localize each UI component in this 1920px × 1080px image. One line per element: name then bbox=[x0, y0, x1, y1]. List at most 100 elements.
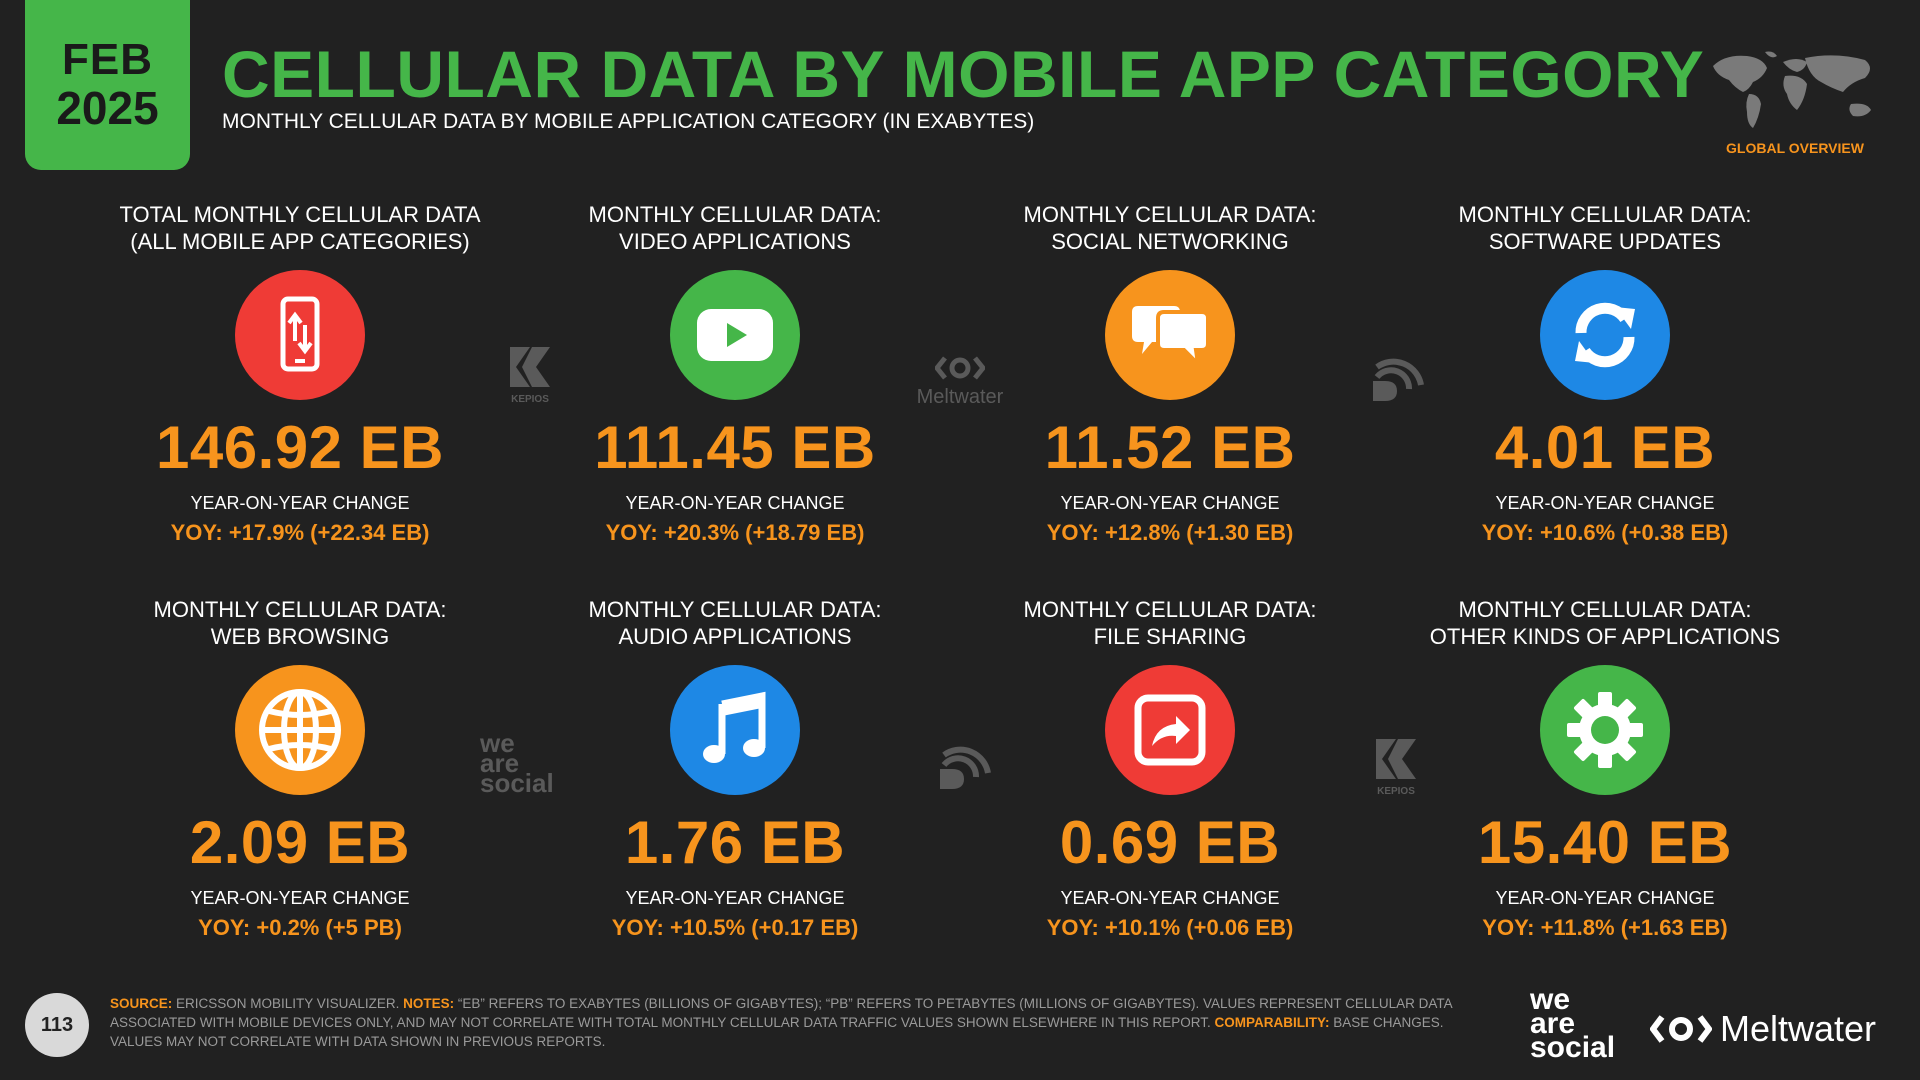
chat-bubbles-icon bbox=[1105, 270, 1235, 400]
card-yoy-label: YEAR-ON-YEAR CHANGE bbox=[1495, 493, 1715, 513]
social-label: social bbox=[480, 768, 554, 798]
card-yoy-label: YEAR-ON-YEAR CHANGE bbox=[190, 888, 410, 908]
brand-social: social bbox=[1530, 1031, 1616, 1064]
gear-icon bbox=[1540, 665, 1670, 795]
date-badge: FEB 2025 bbox=[25, 0, 190, 170]
date-month: FEB bbox=[62, 35, 153, 85]
comparability-text: BASE CHANGES. VALUES MAY NOT CORRELATE W… bbox=[110, 1015, 1444, 1049]
source-label: SOURCE: bbox=[110, 996, 173, 1011]
card-label: MONTHLY CELLULAR DATA: FILE SHARING bbox=[950, 596, 1390, 650]
datareportal-logo-icon bbox=[940, 746, 991, 789]
page-subtitle: MONTHLY CELLULAR DATA BY MOBILE APPLICAT… bbox=[222, 110, 1035, 133]
brand-are: are bbox=[1530, 1007, 1576, 1040]
date-year: 2025 bbox=[56, 81, 159, 134]
card-label: MONTHLY CELLULAR DATA: AUDIO APPLICATION… bbox=[515, 596, 955, 650]
brand-meltwater: Meltwater bbox=[1720, 1008, 1877, 1049]
metric-card-web-browsing: MONTHLY CELLULAR DATA: WEB BROWSING 2.09… bbox=[80, 590, 520, 970]
card-label-line1: MONTHLY CELLULAR DATA: bbox=[1458, 202, 1752, 227]
metric-card-total: TOTAL MONTHLY CELLULAR DATA (ALL MOBILE … bbox=[80, 195, 520, 575]
card-label-line1: MONTHLY CELLULAR DATA: bbox=[1023, 202, 1317, 227]
kepios-label: KEPIOS bbox=[511, 394, 549, 405]
metric-card-audio: MONTHLY CELLULAR DATA: AUDIO APPLICATION… bbox=[515, 590, 955, 970]
card-yoy-label: YEAR-ON-YEAR CHANGE bbox=[190, 493, 410, 513]
card-yoy-change: YOY: +20.3% (+18.79 EB) bbox=[605, 520, 865, 545]
datareportal-watermark bbox=[1368, 345, 1428, 408]
meltwater-label: Meltwater bbox=[916, 386, 1004, 408]
card-label-line1: MONTHLY CELLULAR DATA: bbox=[1458, 597, 1752, 622]
card-value: 0.69 EB bbox=[1059, 809, 1281, 876]
card-label-line1: MONTHLY CELLULAR DATA: bbox=[588, 202, 882, 227]
kepios-watermark-2: KEPIOS bbox=[1366, 737, 1426, 797]
card-yoy-label: YEAR-ON-YEAR CHANGE bbox=[1060, 493, 1280, 513]
world-map-icon bbox=[1713, 51, 1871, 128]
video-play-icon bbox=[670, 270, 800, 400]
we-are-social-watermark: we are social bbox=[480, 728, 570, 798]
card-value: 4.01 EB bbox=[1494, 414, 1716, 481]
card-yoy-change: YOY: +0.2% (+5 PB) bbox=[198, 915, 402, 940]
page-number: 113 bbox=[25, 993, 89, 1057]
kepios-logo-icon bbox=[510, 347, 550, 387]
brand-we: we bbox=[1530, 983, 1571, 1016]
card-yoy-change: YOY: +11.8% (+1.63 EB) bbox=[1482, 915, 1728, 940]
kepios-watermark: KEPIOS bbox=[500, 345, 560, 405]
card-label: MONTHLY CELLULAR DATA: WEB BROWSING bbox=[80, 596, 520, 650]
are-label: are bbox=[480, 748, 520, 778]
we-are-social-logo: we are social bbox=[1530, 983, 1630, 1064]
card-value: 1.76 EB bbox=[624, 809, 846, 876]
share-arrow-icon bbox=[1105, 665, 1235, 795]
source-notes: SOURCE: ERICSSON MOBILITY VISUALIZER. NO… bbox=[110, 994, 1490, 1051]
card-label: MONTHLY CELLULAR DATA: OTHER KINDS OF AP… bbox=[1385, 596, 1825, 650]
datareportal-watermark-2 bbox=[935, 733, 995, 796]
kepios-label: KEPIOS bbox=[1377, 786, 1415, 797]
card-label: MONTHLY CELLULAR DATA: SOCIAL NETWORKING bbox=[950, 201, 1390, 255]
we-label: we bbox=[480, 728, 515, 758]
card-label: MONTHLY CELLULAR DATA: SOFTWARE UPDATES bbox=[1385, 201, 1825, 255]
card-label-line2: SOCIAL NETWORKING bbox=[1051, 229, 1289, 254]
page-title: CELLULAR DATA BY MOBILE APP CATEGORY bbox=[222, 37, 1705, 111]
card-label-line2: VIDEO APPLICATIONS bbox=[619, 229, 851, 254]
card-yoy-change: YOY: +10.5% (+0.17 EB) bbox=[611, 915, 859, 940]
card-yoy-label: YEAR-ON-YEAR CHANGE bbox=[1495, 888, 1715, 908]
notes-label: NOTES: bbox=[403, 996, 455, 1011]
card-label-line1: MONTHLY CELLULAR DATA: bbox=[1023, 597, 1317, 622]
metric-card-software-updates: MONTHLY CELLULAR DATA: SOFTWARE UPDATES … bbox=[1385, 195, 1825, 575]
globe-icon bbox=[235, 665, 365, 795]
card-yoy-change: YOY: +10.1% (+0.06 EB) bbox=[1046, 915, 1294, 940]
card-yoy-label: YEAR-ON-YEAR CHANGE bbox=[625, 493, 845, 513]
card-label: TOTAL MONTHLY CELLULAR DATA (ALL MOBILE … bbox=[80, 201, 520, 255]
card-label-line2: FILE SHARING bbox=[1093, 624, 1247, 649]
metrics-grid: TOTAL MONTHLY CELLULAR DATA (ALL MOBILE … bbox=[80, 195, 1840, 955]
metric-card-social: MONTHLY CELLULAR DATA: SOCIAL NETWORKING… bbox=[950, 195, 1390, 575]
comparability-label: COMPARABILITY: bbox=[1214, 1015, 1330, 1030]
metric-card-video: MONTHLY CELLULAR DATA: VIDEO APPLICATION… bbox=[515, 195, 955, 575]
refresh-icon bbox=[1540, 270, 1670, 400]
music-note-icon bbox=[670, 665, 800, 795]
card-yoy-change: YOY: +17.9% (+22.34 EB) bbox=[170, 520, 430, 545]
card-label-line2: OTHER KINDS OF APPLICATIONS bbox=[1429, 624, 1781, 649]
notes-text: “EB” REFERS TO EXABYTES (BILLIONS OF GIG… bbox=[110, 996, 1452, 1030]
meltwater-logo: Meltwater bbox=[1650, 1008, 1876, 1050]
meltwater-logo-icon bbox=[933, 356, 987, 380]
meltwater-mark-icon bbox=[1650, 1015, 1712, 1043]
metric-card-other: MONTHLY CELLULAR DATA: OTHER KINDS OF AP… bbox=[1385, 590, 1825, 970]
datareportal-logo-icon bbox=[1373, 358, 1424, 401]
card-label: MONTHLY CELLULAR DATA: VIDEO APPLICATION… bbox=[515, 201, 955, 255]
card-value: 111.45 EB bbox=[594, 414, 876, 481]
card-label-line2: SOFTWARE UPDATES bbox=[1488, 229, 1722, 254]
region-label: GLOBAL OVERVIEW bbox=[1726, 140, 1864, 156]
card-value: 146.92 EB bbox=[155, 414, 445, 481]
card-label-line1: TOTAL MONTHLY CELLULAR DATA bbox=[119, 202, 481, 227]
card-value: 2.09 EB bbox=[189, 809, 411, 876]
meltwater-watermark: Meltwater bbox=[905, 355, 1015, 409]
card-value: 11.52 EB bbox=[1044, 414, 1296, 481]
metric-card-file-sharing: MONTHLY CELLULAR DATA: FILE SHARING 0.69… bbox=[950, 590, 1390, 970]
card-label-line1: MONTHLY CELLULAR DATA: bbox=[588, 597, 882, 622]
card-value: 15.40 EB bbox=[1477, 809, 1733, 876]
card-label-line1: MONTHLY CELLULAR DATA: bbox=[153, 597, 447, 622]
card-label-line2: AUDIO APPLICATIONS bbox=[618, 624, 852, 649]
card-yoy-change: YOY: +10.6% (+0.38 EB) bbox=[1481, 520, 1729, 545]
card-yoy-label: YEAR-ON-YEAR CHANGE bbox=[625, 888, 845, 908]
mobile-data-icon bbox=[235, 270, 365, 400]
source-text: ERICSSON MOBILITY VISUALIZER. bbox=[176, 996, 400, 1011]
kepios-logo-icon bbox=[1376, 739, 1416, 779]
